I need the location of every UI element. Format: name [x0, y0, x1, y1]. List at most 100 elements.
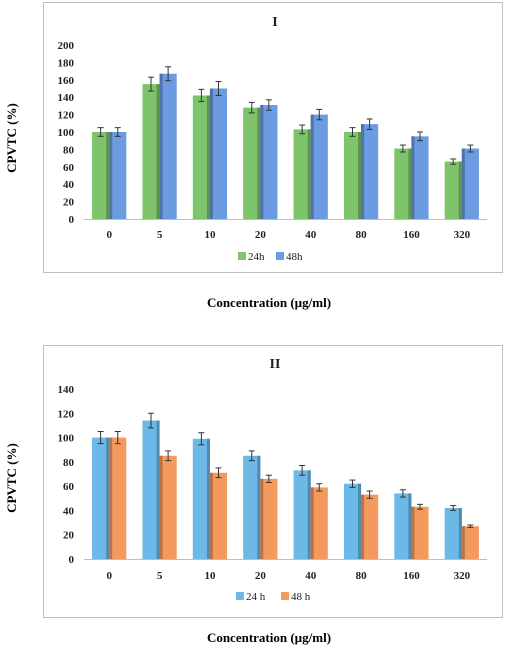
chart-1-bar — [92, 132, 110, 219]
chart-2-frame — [43, 345, 503, 618]
chart-1-bar-edge — [408, 148, 412, 219]
chart-2-xtick-label: 20 — [255, 570, 267, 582]
chart-1-xlabel: Concentration (µg/ml) — [207, 295, 331, 310]
chart-2-bar-edge — [461, 526, 465, 559]
chart-2-bar — [444, 508, 462, 559]
chart-1-ytick-label: 80 — [63, 144, 75, 156]
chart-2-bar — [159, 455, 177, 559]
chart-2-xlabel: Concentration (µg/ml) — [207, 630, 331, 645]
chart-1-title: I — [272, 15, 277, 30]
chart-1-bar — [243, 107, 261, 219]
chart-2-bar-edge — [156, 420, 160, 559]
chart-1-xtick-label: 20 — [255, 229, 267, 241]
chart-1-legend-label: 24h — [248, 251, 265, 263]
chart-2-bar-edge — [458, 508, 462, 559]
chart-1-bar — [461, 148, 479, 219]
chart-1-bar — [159, 73, 177, 220]
chart-2-xtick-label: 10 — [204, 570, 216, 582]
chart-2-bar-edge — [109, 437, 113, 559]
chart-1-bar — [109, 132, 127, 219]
chart-2-xtick-label: 0 — [106, 570, 112, 582]
chart-1-bar-edge — [159, 73, 163, 220]
chart-1-ytick-label: 100 — [58, 127, 75, 139]
chart-2-bar-edge — [361, 494, 365, 559]
chart-2-ytick-label: 140 — [58, 384, 75, 396]
chart-1-ytick-label: 140 — [58, 92, 75, 104]
chart-2-ytick-label: 120 — [58, 408, 75, 420]
chart-2-xtick-label: 320 — [454, 570, 471, 582]
chart-1-xtick-label: 10 — [204, 229, 216, 241]
chart-2-bar-edge — [310, 487, 314, 559]
chart-2-bar — [343, 483, 362, 559]
chart-2-bar-edge — [159, 455, 163, 559]
chart-1-xtick-label: 160 — [403, 229, 420, 241]
chart-2-legend-label: 48 h — [291, 591, 311, 603]
chart-1-ylabel: CPVTC (%) — [4, 103, 19, 173]
chart-1-xtick-label: 0 — [106, 229, 112, 241]
chart-1-legend-label: 48h — [286, 251, 303, 263]
chart-2-bar-edge — [408, 493, 412, 559]
chart-1-bar-edge — [260, 105, 264, 219]
chart-2-ytick-label: 20 — [63, 530, 75, 542]
chart-1-ytick-label: 160 — [58, 75, 75, 87]
chart-2-bar — [92, 437, 110, 559]
chart-2-ytick-label: 40 — [63, 505, 75, 517]
chart-1-ytick-label: 20 — [63, 197, 75, 209]
chart-2-bar — [361, 494, 379, 559]
chart-2-bar — [394, 493, 412, 559]
chart-2-legend-label: 24 h — [246, 591, 266, 603]
chart-2-bar-edge — [257, 455, 261, 559]
chart-1-bar — [260, 105, 278, 219]
chart-1-bar-edge — [106, 132, 110, 219]
chart-1-ytick-label: 120 — [58, 110, 75, 122]
chart-1-bar-edge — [257, 107, 261, 219]
chart-1-bar — [343, 132, 362, 219]
chart-2-bar — [293, 470, 311, 559]
chart-2-ylabel: CPVTC (%) — [4, 443, 19, 513]
chart-2-bar — [411, 506, 429, 559]
chart-1-xtick-label: 80 — [356, 229, 368, 241]
chart-1-bar — [411, 136, 429, 219]
chart-2-bar — [243, 455, 261, 559]
chart-2-bar — [461, 526, 479, 559]
chart-1-bar-edge — [458, 161, 462, 219]
chart-1-bar — [209, 88, 228, 219]
chart-1-frame — [43, 2, 503, 273]
chart-2-legend-swatch — [236, 592, 244, 600]
chart-2-xtick-label: 5 — [157, 570, 163, 582]
chart-1-ytick-label: 40 — [63, 179, 75, 191]
chart-2-bar-edge — [260, 478, 264, 559]
chart-2-xtick-label: 160 — [403, 570, 420, 582]
chart-2-plot: 0 20 40 60 80 100 120 140 0 5 10 20 40 80 160 320 24 h 48… — [58, 384, 487, 603]
chart-1-legend-swatch — [238, 252, 246, 260]
chart-2-ytick-label: 80 — [63, 457, 75, 469]
chart-2-bar-edge — [206, 438, 210, 559]
chart-2-legend-swatch — [281, 592, 289, 600]
chart-1-bar-edge — [307, 129, 311, 219]
chart-2-bar-edge — [106, 437, 110, 559]
chart-2-xtick-label: 80 — [356, 570, 368, 582]
chart-2-bar — [310, 487, 328, 559]
chart-1-xtick-label: 5 — [157, 229, 163, 241]
chart-1-xtick-label: 320 — [454, 229, 471, 241]
chart-1-bar-edge — [358, 132, 362, 219]
chart-2-bar — [142, 420, 160, 559]
chart-1-bar-edge — [156, 84, 160, 220]
chart-1-bar-edge — [461, 148, 465, 219]
chart-1-xtick-label: 40 — [305, 229, 317, 241]
chart-2-title: II — [270, 357, 281, 372]
chart-2-bar — [192, 438, 210, 559]
chart-1-bar — [361, 124, 379, 219]
chart-1-plot: 0 20 40 60 80 100 120 140 160 180 200 0 5 10 20 40 80 160… — [58, 40, 487, 263]
chart-1-ytick-label: 60 — [63, 162, 75, 174]
chart-1-ytick-label: 0 — [69, 214, 75, 226]
chart-1-bar-edge — [209, 88, 213, 219]
chart-1-bar-edge — [361, 124, 365, 219]
chart-1-bar-edge — [109, 132, 113, 219]
chart-1-bar — [293, 129, 311, 219]
chart-1-bar — [444, 161, 462, 219]
chart-2-bar — [209, 472, 228, 559]
chart-1-bar — [142, 84, 160, 220]
chart-1-ytick-label: 200 — [58, 40, 75, 52]
